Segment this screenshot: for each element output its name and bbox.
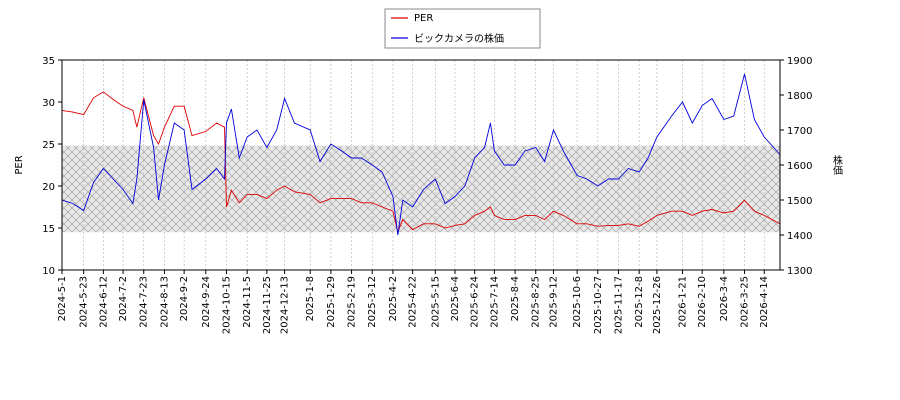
x-tick-label: 2025-12-26: [652, 276, 663, 334]
series-line: [62, 91, 780, 234]
x-tick-label: 2024-11-25: [262, 276, 273, 334]
y2-tick-label: 1600: [787, 161, 812, 172]
x-tick-label: 2026-4-14: [759, 276, 770, 328]
y-tick-label: 20: [42, 182, 55, 193]
x-tick-label: 2025-8-25: [531, 276, 542, 328]
x-tick-label: 2025-3-12: [367, 276, 378, 328]
y2-tick-label: 1400: [787, 231, 812, 242]
shaded-range: [62, 145, 780, 233]
y-axis-label: PER: [14, 155, 25, 174]
x-tick-label: 2024-8-13: [159, 276, 170, 328]
x-tick-label: 2025-10-27: [593, 276, 604, 334]
y2-tick-label: 1700: [787, 126, 812, 137]
x-tick-label: 2025-6-24: [470, 276, 481, 328]
y2-tick-label: 1900: [787, 56, 812, 67]
x-tick-label: 2024-9-2: [179, 276, 190, 321]
x-tick-label: 2025-7-14: [489, 276, 500, 328]
y-tick-label: 30: [42, 98, 55, 109]
x-tick-label: 2024-7-23: [139, 276, 150, 328]
x-tick-label: 2025-4-2: [388, 276, 399, 321]
x-tick-label: 2026-3-4: [719, 276, 730, 321]
x-tick-label: 2025-12-8: [634, 276, 645, 328]
series-line: [62, 73, 780, 236]
x-tick-label: 2025-1-8: [305, 276, 316, 321]
y2-tick-label: 1300: [787, 266, 812, 277]
y-tick-label: 25: [42, 140, 55, 151]
y-tick-label: 35: [42, 56, 55, 67]
y-tick-label: 15: [42, 224, 55, 235]
y2-tick-label: 1500: [787, 196, 812, 207]
x-tick-label: 2025-10-6: [572, 276, 583, 328]
y-tick-label: 10: [42, 266, 55, 277]
x-tick-label: 2024-12-13: [280, 276, 291, 334]
x-tick-label: 2025-2-19: [347, 276, 358, 328]
x-tick-label: 2026-2-10: [697, 276, 708, 328]
y2-axis-label: 株価: [831, 154, 843, 175]
legend-label: PER: [414, 13, 433, 24]
legend: PER ビックカメラの株価: [384, 8, 541, 49]
x-tick-label: 2024-11-5: [242, 276, 253, 328]
legend-label: ビックカメラの株価: [414, 32, 504, 45]
x-tick-label: 2024-10-15: [221, 276, 232, 334]
x-tick-label: 2025-1-29: [326, 276, 337, 328]
x-tick-label: 2026-3-25: [740, 276, 751, 328]
x-tick-label: 2024-5-23: [79, 276, 90, 328]
x-tick-label: 2025-6-4: [450, 276, 461, 321]
x-tick-label: 2024-6-12: [98, 276, 109, 328]
x-tick-label: 2025-4-22: [408, 276, 419, 328]
x-tick-label: 2024-5-1: [57, 276, 68, 321]
x-tick-label: 2025-9-12: [548, 276, 559, 328]
x-tick-label: 2024-7-2: [118, 276, 129, 321]
x-tick-label: 2025-11-17: [613, 276, 624, 334]
legend-box: [384, 8, 541, 49]
x-tick-label: 2025-8-4: [510, 276, 521, 321]
x-tick-label: 2026-1-21: [677, 276, 688, 328]
y2-tick-label: 1800: [787, 91, 812, 102]
x-tick-label: 2024-9-24: [201, 276, 212, 328]
x-tick-label: 2025-5-15: [430, 276, 441, 328]
